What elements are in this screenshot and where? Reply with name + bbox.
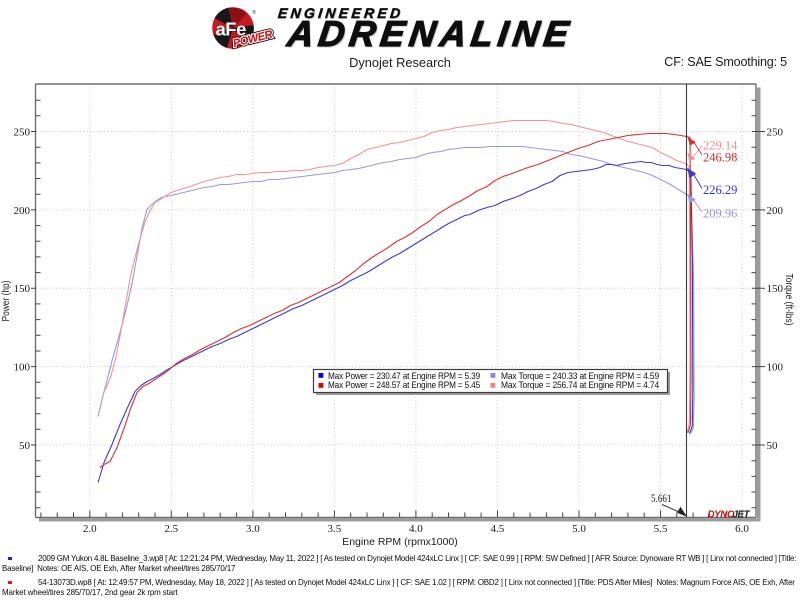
svg-text:4.0: 4.0 bbox=[409, 523, 423, 535]
svg-text:5.661: 5.661 bbox=[651, 493, 672, 505]
svg-text:Max Power = 248.57 at Engine R: Max Power = 248.57 at Engine RPM = 5.45 bbox=[328, 380, 480, 390]
svg-text:Torque (ft-lbs): Torque (ft-lbs) bbox=[783, 274, 794, 326]
svg-text:Max Torque = 256.74 at Engine: Max Torque = 256.74 at Engine RPM = 4.74 bbox=[501, 380, 659, 390]
svg-text:200: 200 bbox=[14, 205, 31, 217]
svg-text:246.98: 246.98 bbox=[703, 151, 737, 165]
svg-text:6.0: 6.0 bbox=[735, 523, 749, 535]
svg-text:Power (hp): Power (hp) bbox=[1, 281, 12, 322]
svg-text:250: 250 bbox=[767, 126, 784, 138]
svg-text:250: 250 bbox=[14, 126, 31, 138]
svg-text:100: 100 bbox=[14, 362, 31, 374]
svg-text:5.0: 5.0 bbox=[572, 523, 586, 535]
svg-text:Max Power = 230.47 at Engine R: Max Power = 230.47 at Engine RPM = 5.39 bbox=[328, 371, 480, 381]
svg-text:®: ® bbox=[252, 9, 256, 16]
svg-text:Engine RPM (rpmx1000): Engine RPM (rpmx1000) bbox=[342, 536, 458, 548]
svg-text:2.0: 2.0 bbox=[83, 523, 97, 535]
svg-text:226.29: 226.29 bbox=[703, 183, 737, 197]
svg-text:229.14: 229.14 bbox=[703, 139, 738, 153]
svg-text:4.5: 4.5 bbox=[491, 523, 505, 535]
svg-text:209.96: 209.96 bbox=[703, 207, 737, 221]
svg-text:Max Torque = 240.33 at Engine: Max Torque = 240.33 at Engine RPM = 4.59 bbox=[501, 371, 659, 381]
svg-text:50: 50 bbox=[767, 440, 779, 452]
svg-text:DYNO: DYNO bbox=[708, 509, 735, 520]
svg-text:5.5: 5.5 bbox=[654, 523, 668, 535]
svg-text:100: 100 bbox=[767, 362, 784, 374]
svg-text:2.5: 2.5 bbox=[164, 523, 178, 535]
svg-text:150: 150 bbox=[14, 283, 31, 295]
svg-text:3.5: 3.5 bbox=[328, 523, 342, 535]
svg-text:50: 50 bbox=[19, 440, 31, 452]
svg-text:JET: JET bbox=[733, 509, 751, 520]
svg-text:aFe: aFe bbox=[216, 19, 247, 40]
svg-text:150: 150 bbox=[767, 283, 784, 295]
svg-text:3.0: 3.0 bbox=[246, 523, 260, 535]
svg-text:200: 200 bbox=[767, 205, 784, 217]
